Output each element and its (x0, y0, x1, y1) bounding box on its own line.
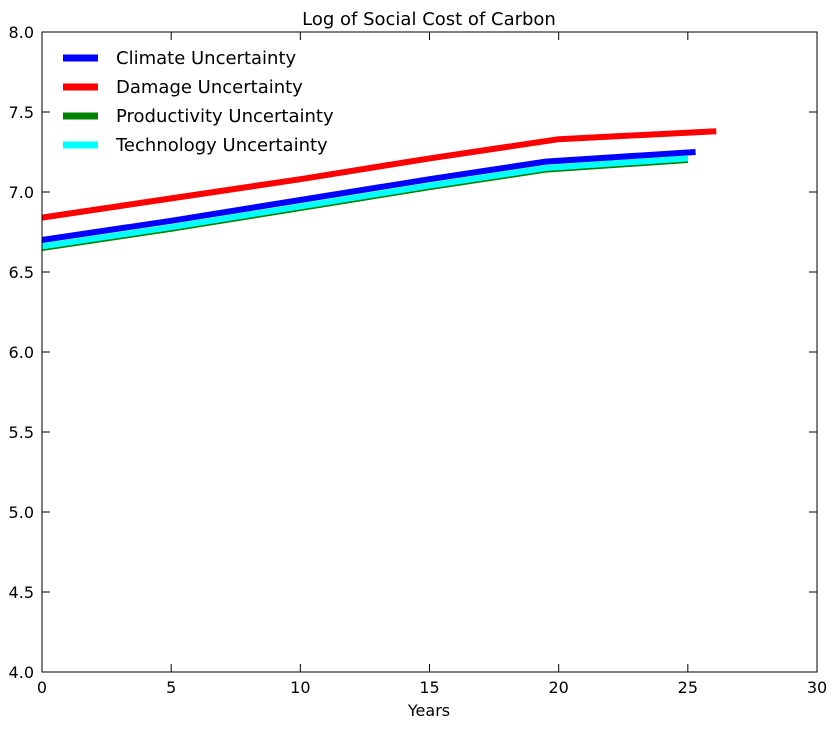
legend-label-3: Technology Uncertainty (115, 135, 328, 156)
x-tick-label: 0 (37, 678, 47, 697)
y-tick-label: 4.0 (9, 663, 34, 682)
y-tick-label: 5.0 (9, 503, 34, 522)
series-line-3 (41, 155, 689, 250)
series-line-1 (41, 128, 717, 221)
y-tick-label: 4.5 (9, 583, 34, 602)
x-tick-label: 5 (166, 678, 176, 697)
legend-label-0: Climate Uncertainty (116, 48, 296, 69)
x-tick-label: 15 (419, 678, 439, 697)
series-line-0 (41, 149, 696, 243)
x-tick-label: 10 (290, 678, 310, 697)
legend: Climate Uncertainty Damage Uncertainty Pro… (63, 48, 334, 156)
series-layer (41, 128, 717, 251)
x-tick-label: 20 (548, 678, 568, 697)
x-tick-label: 30 (807, 678, 827, 697)
tick-layer: 0 5 10 15 20 25 30 4.0 4.5 5.0 5.5 6.0 6.5 7.0 7.5 8.0 (9, 23, 828, 697)
plot-frame (41, 31, 818, 673)
legend-label-1: Damage Uncertainty (116, 77, 303, 98)
legend-label-2: Productivity Uncertainty (116, 106, 334, 127)
y-tick-label: 7.0 (9, 183, 34, 202)
y-tick-label: 5.5 (9, 423, 34, 442)
y-tick-label: 7.5 (9, 103, 34, 122)
y-tick-label: 6.5 (9, 263, 34, 282)
y-tick-label: 8.0 (9, 23, 34, 42)
chart-title: Log of Social Cost of Carbon (302, 9, 556, 30)
y-tick-label: 6.0 (9, 343, 34, 362)
x-axis-label: Years (407, 701, 450, 720)
x-tick-label: 25 (678, 678, 698, 697)
